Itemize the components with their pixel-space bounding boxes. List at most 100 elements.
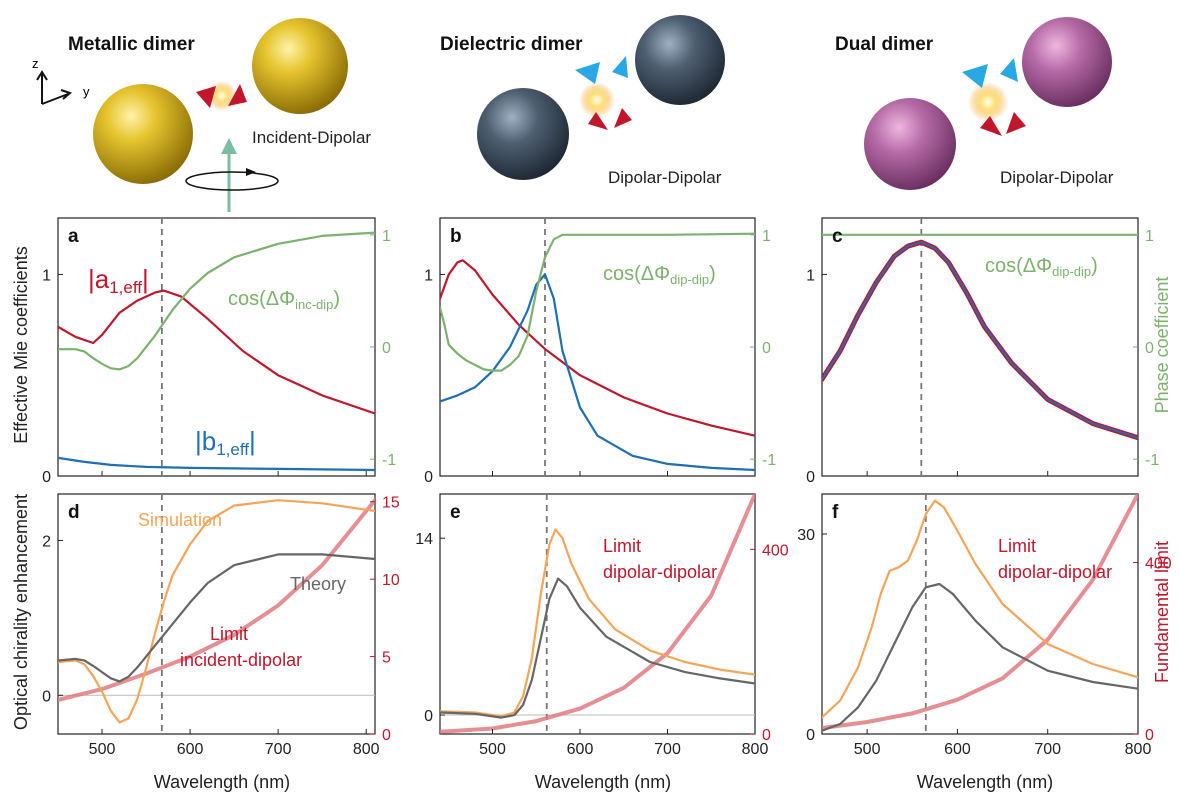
x-tick-label: 500: [89, 741, 116, 758]
x-tick-label: 500: [479, 741, 506, 758]
series-group: [822, 494, 1138, 732]
y2-tick-label: 400: [762, 542, 789, 559]
panel-letter: f: [832, 502, 839, 523]
y-tick-label: 0: [806, 469, 815, 486]
series-limit-line: [822, 494, 1138, 730]
series-group: [822, 233, 1138, 441]
incident-dipolar-emitter-icon: [196, 81, 247, 111]
panel-letter: e: [450, 502, 461, 523]
y2-tick-label: 400: [1145, 556, 1172, 573]
annotation-label: |b1,eff|: [195, 426, 256, 459]
y2-tick-label: 0: [1145, 727, 1154, 744]
ylabel-bottom-right: Fundamental limit: [1152, 541, 1172, 683]
dielectric-sphere-right: [635, 15, 725, 105]
coordinate-axes-icon: [36, 70, 72, 105]
panel-frame: [57, 217, 376, 477]
dual-dimer-title: Dual dimer: [835, 34, 934, 55]
metallic-subtitle: Incident-Dipolar: [252, 128, 371, 147]
series-group: [58, 498, 375, 724]
dual-sphere-right: [1022, 17, 1112, 107]
y2-tick-label: 0: [762, 727, 771, 744]
y2-tick-label: 0: [382, 727, 391, 744]
x-tick-label: 800: [1125, 741, 1152, 758]
series-phase-line: [440, 232, 755, 372]
y2-tick-label: -1: [1145, 452, 1159, 469]
gold-sphere-left: [93, 84, 193, 184]
series-group: [440, 494, 755, 734]
series-a-line: [58, 289, 375, 415]
y-tick-label: 1: [806, 267, 815, 284]
annotation-label: Simulation: [138, 510, 222, 530]
series-b-line: [58, 456, 375, 472]
series-group: [440, 232, 755, 472]
dual-emitter-icon: [962, 58, 1026, 136]
panel-letter: c: [832, 226, 843, 247]
panel-letter: b: [450, 226, 462, 247]
y2-tick-label: 15: [382, 495, 400, 512]
gold-sphere-right: [252, 18, 348, 114]
annotation-label: Limit: [998, 536, 1036, 556]
annotation-label: cos(ΔΦdip-dip): [985, 255, 1098, 279]
annotation-label: dipolar-dipolar: [603, 562, 717, 582]
axis-z-label: z: [32, 56, 39, 71]
series-theory-line: [440, 577, 755, 719]
dual-subtitle: Dipolar-Dipolar: [1000, 168, 1114, 187]
x-tick-label: 800: [353, 741, 380, 758]
y-tick-label: 1: [42, 267, 51, 284]
axis-y-label: y: [83, 84, 90, 99]
panel-c: 0 1 -1 0 1 c cos(ΔΦdip-dip): [806, 217, 1159, 486]
y2-tick-label: 0: [1145, 340, 1154, 357]
ylabel-top-left: Effective Mie coefficients: [11, 246, 31, 443]
panel-b: 0 1 -1 0 1 b cos(ΔΦdip-dip): [424, 217, 776, 486]
annotation-label: Theory: [290, 574, 346, 594]
panel-letter: d: [68, 502, 80, 523]
panel-a: 0 1 -1 0 1 a |a1,eff| |b1,eff| cos(ΔΦinc-dip): [42, 217, 396, 486]
x-tick-label: 700: [1034, 741, 1061, 758]
y-tick-label: 0: [42, 688, 51, 705]
incident-beam-arrow-icon: [185, 138, 279, 212]
xlabel-e: Wavelength (nm): [535, 772, 671, 792]
y2-tick-label: 1: [762, 228, 771, 245]
ylabel-bottom-left: Optical chirality enhancement: [11, 494, 31, 730]
dielectric-dimer-title: Dielectric dimer: [440, 34, 583, 55]
series-phase-line: [58, 231, 375, 371]
top-illustrations: Metallic dimer Dielectric dimer Dual dim…: [32, 15, 1114, 212]
panel-frame: [439, 217, 756, 477]
series-a-line: [440, 259, 755, 437]
xlabel-f: Wavelength (nm): [917, 772, 1053, 792]
y-tick-label: 14: [415, 531, 433, 548]
dual-sphere-left: [864, 98, 956, 190]
y2-tick-label: 0: [762, 340, 771, 357]
panel-frame: [821, 493, 1139, 735]
panel-letter: a: [68, 226, 79, 247]
xlabel-d: Wavelength (nm): [154, 772, 290, 792]
x-tick-label: 600: [567, 741, 594, 758]
x-tick-label: 600: [944, 741, 971, 758]
annotation-label: |a1,eff|: [88, 264, 149, 297]
y-tick-label: 1: [424, 267, 433, 284]
series-limit-line: [58, 498, 375, 702]
annotation-label: Limit: [603, 536, 641, 556]
y2-tick-label: 5: [382, 650, 391, 667]
y-tick-label: 0: [424, 469, 433, 486]
ylabel-top-right: Phase coefficient: [1152, 277, 1172, 414]
y2-tick-label: 10: [382, 572, 400, 589]
y2-tick-label: -1: [762, 452, 776, 469]
x-tick-label: 700: [654, 741, 681, 758]
x-tick-label: 700: [265, 741, 292, 758]
panel-frame: [57, 493, 376, 735]
annotation-label: dipolar-dipolar: [998, 562, 1112, 582]
dielectric-sphere-left: [477, 88, 569, 180]
y2-tick-label: 1: [382, 228, 391, 245]
annotation-label: cos(ΔΦdip-dip): [603, 263, 716, 287]
series-theory-line: [58, 553, 375, 683]
dipolar-dipolar-emitter-icon: [575, 56, 632, 130]
series-group: [58, 231, 375, 472]
x-tick-label: 800: [742, 741, 769, 758]
series-limit-line: [440, 494, 755, 734]
y-tick-label: 0: [42, 469, 51, 486]
